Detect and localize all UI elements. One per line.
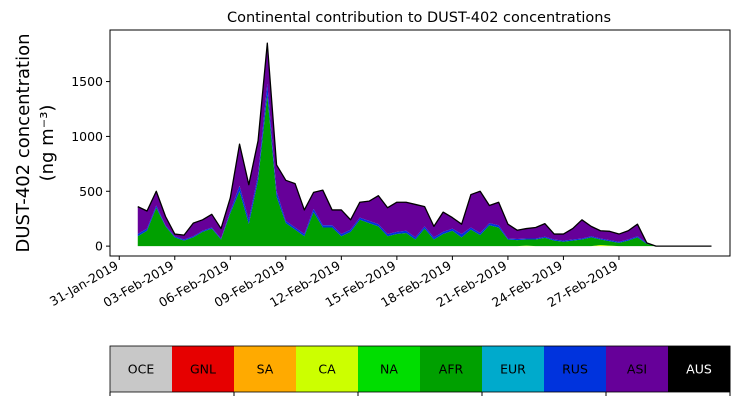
legend: OCE GNL SA CA NA AFR EUR RUS ASI AUS (109, 345, 731, 396)
legend-label-aus: AUS (686, 362, 712, 377)
legend-swatch-afr (420, 346, 483, 392)
legend-label-gnl: GNL (190, 362, 216, 377)
legend-swatch-ca (296, 346, 359, 392)
y-tick-label: 1500 (71, 74, 103, 89)
y-tick-label: 0 (95, 239, 103, 254)
legend-swatch-rus (544, 346, 607, 392)
area-series-ca (137, 245, 712, 247)
legend-label-asi: ASI (627, 362, 647, 377)
y-axis-label: DUST-402 concentration (ng m⁻³) (13, 33, 58, 252)
axes: 05001000150031-Jan-201903-Feb-201906-Feb… (47, 29, 731, 310)
legend-frame (109, 345, 731, 393)
y-tick-label: 1000 (71, 129, 103, 144)
legend-label-ca: CA (318, 362, 336, 377)
legend-label-rus: RUS (562, 362, 588, 377)
legend-swatch-oce (110, 346, 173, 392)
legend-swatch-gnl (172, 346, 235, 392)
area-series-asi (137, 43, 712, 247)
legend-label-afr: AFR (439, 362, 464, 377)
legend-swatch-sa (234, 346, 297, 392)
legend-label-oce: OCE (128, 362, 155, 377)
y-tick-label: 500 (79, 184, 103, 199)
plot-area (137, 42, 712, 247)
total-outline-line (137, 42, 712, 247)
legend-swatch-aus (668, 346, 731, 392)
legend-swatch-eur (482, 346, 545, 392)
legend-swatch-na (358, 346, 421, 392)
chart-title: Continental contribution to DUST-402 con… (227, 10, 611, 26)
legend-label-eur: EUR (500, 362, 526, 377)
y-axis-label-unit: (ng m⁻³) (37, 105, 58, 182)
axes-frame (109, 29, 731, 257)
legend-label-na: NA (380, 362, 398, 377)
legend-swatch-asi (606, 346, 669, 392)
y-axis-label-main: DUST-402 concentration (13, 33, 34, 252)
legend-label-sa: SA (257, 362, 274, 377)
